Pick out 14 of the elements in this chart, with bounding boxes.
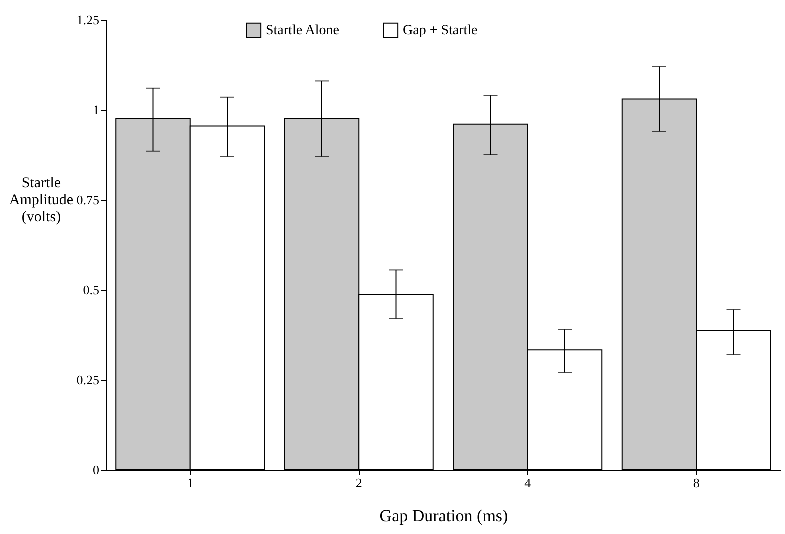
x-tick-label: 1 (187, 476, 194, 490)
y-axis-title: Startle Amplitude (volts) (9, 176, 74, 226)
y-tick-label: 0.75 (76, 192, 100, 208)
y-tick-label: 0 (93, 462, 100, 478)
y-tick-label: 0.5 (83, 282, 100, 298)
legend-label: Startle Alone (266, 23, 340, 38)
y-tick-label: 1 (93, 102, 100, 118)
x-tick-label: 8 (693, 476, 700, 490)
y-tick-label: 0.25 (76, 372, 100, 388)
x-tick-label: 2 (356, 476, 362, 490)
legend-label: Gap + Startle (403, 23, 478, 38)
x-axis-title: Gap Duration (ms) (380, 506, 508, 526)
x-tick-label: 4 (524, 476, 532, 490)
y-tick-label: 1.25 (76, 12, 100, 28)
